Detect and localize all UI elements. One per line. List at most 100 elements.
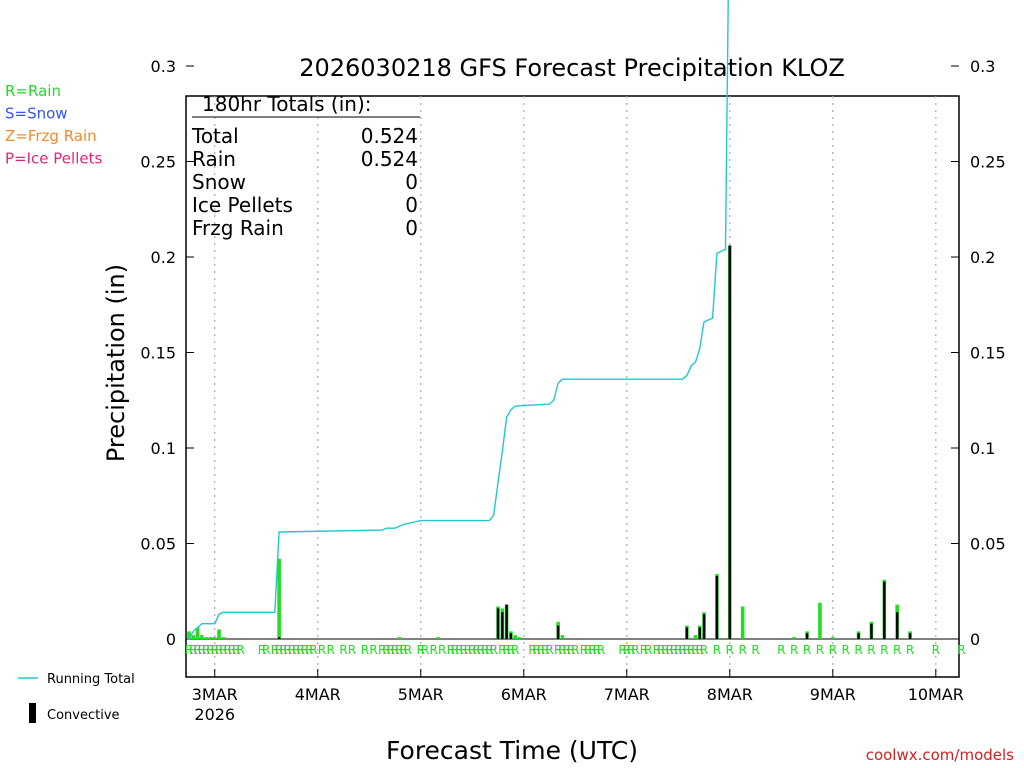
rain-marker: R xyxy=(451,643,459,657)
convective-legend-label: Convective xyxy=(47,708,120,723)
rain-marker: R xyxy=(485,643,493,657)
rain-marker: R xyxy=(842,643,850,657)
y-tick-label-left: 0.2 xyxy=(151,248,176,267)
rain-marker: R xyxy=(284,643,292,657)
running-total-line xyxy=(188,0,729,640)
rain-marker: R xyxy=(584,643,592,657)
precip-type-legend-item: S=Snow xyxy=(5,105,68,123)
rain-bars xyxy=(187,245,912,640)
rain-marker: R xyxy=(880,643,888,657)
totals-header: 180hr Totals (in): xyxy=(202,92,372,116)
totals-row-label: Snow xyxy=(192,170,246,194)
rain-bar xyxy=(693,635,698,639)
rain-marker: R xyxy=(653,643,661,657)
convective-bar xyxy=(509,633,513,639)
y-tick-label-left: 0.3 xyxy=(151,57,176,76)
rain-marker: R xyxy=(696,643,704,657)
rain-marker: R xyxy=(185,643,193,657)
rain-marker: R xyxy=(726,643,734,657)
convective-bar xyxy=(505,604,508,639)
convective-bar xyxy=(805,633,809,639)
y-tick-label-left: 0.1 xyxy=(151,439,176,458)
rain-marker: R xyxy=(790,643,798,657)
rain-bar xyxy=(204,637,208,639)
totals-row-value: 0 xyxy=(405,216,418,240)
rain-marker: R xyxy=(477,643,485,657)
convective-bar xyxy=(698,627,701,639)
rain-marker: R xyxy=(627,643,635,657)
rain-marker: R xyxy=(258,643,266,657)
rain-marker: R xyxy=(678,643,686,657)
x-tick-label: 8MAR xyxy=(707,685,753,704)
rain-marker: R xyxy=(490,643,498,657)
rain-marker: R xyxy=(502,643,510,657)
y-tick-label-right: 0 xyxy=(970,630,980,649)
rain-bar xyxy=(831,637,835,639)
rain-marker: R xyxy=(661,643,669,657)
convective-bar xyxy=(501,612,504,639)
rain-bar xyxy=(397,637,402,639)
rain-marker: R xyxy=(387,643,395,657)
rain-marker: R xyxy=(228,643,236,657)
rain-marker: R xyxy=(507,643,515,657)
rain-marker: R xyxy=(554,643,562,657)
convective-bar xyxy=(728,245,731,640)
rain-marker: R xyxy=(545,643,553,657)
rain-marker: R xyxy=(528,643,536,657)
rain-marker: R xyxy=(275,643,283,657)
rain-marker: R xyxy=(541,643,549,657)
precip-type-legend-item: Z=Frzg Rain xyxy=(5,127,97,145)
rain-marker: R xyxy=(674,643,682,657)
rain-bar xyxy=(195,627,200,639)
plot-frame xyxy=(185,95,960,678)
rain-marker: R xyxy=(382,643,390,657)
rain-bar xyxy=(277,558,281,639)
y-axis-left: 00.050.10.150.20.250.30.350.40.450.50.55 xyxy=(140,57,194,649)
y-tick-label-right: 0.05 xyxy=(970,535,1006,554)
rain-marker: R xyxy=(631,643,639,657)
y-tick-label-right: 0.15 xyxy=(970,344,1006,363)
precip-type-legend: R=Rain S=Snow Z=Frzg Rain P=Ice Pellets xyxy=(5,82,102,168)
rain-marker: R xyxy=(417,643,425,657)
rain-marker: R xyxy=(339,643,347,657)
totals-row-value: 0.524 xyxy=(361,147,418,171)
rain-marker: R xyxy=(906,643,914,657)
y-tick-label-left: 0 xyxy=(166,630,176,649)
rain-marker: R xyxy=(777,643,785,657)
series-legend: Running Total Convective xyxy=(18,672,135,723)
rain-bar xyxy=(221,637,226,639)
rain-bar xyxy=(191,635,196,639)
convective-swatch xyxy=(29,703,36,723)
y-tick-label-right: 0.25 xyxy=(970,153,1006,172)
totals-row-label: Rain xyxy=(192,147,236,171)
convective-bar xyxy=(870,623,873,639)
totals-row-value: 0 xyxy=(405,170,418,194)
convective-bar xyxy=(895,612,899,639)
rain-marker: R xyxy=(867,643,875,657)
rain-bar xyxy=(792,637,796,639)
y-tick-label-left: 0.25 xyxy=(140,153,176,172)
x-tick-label: 9MAR xyxy=(810,685,856,704)
y-tick-label-right: 0.2 xyxy=(970,248,995,267)
rain-marker: R xyxy=(932,643,940,657)
rain-marker: R xyxy=(301,643,309,657)
day-gridlines xyxy=(214,96,937,677)
rain-marker: R xyxy=(816,643,824,657)
rain-marker: R xyxy=(429,643,437,657)
rain-marker: R xyxy=(292,643,300,657)
rain-marker: R xyxy=(399,643,407,657)
rain-bar xyxy=(187,631,191,639)
rain-marker: R xyxy=(854,643,862,657)
x-tick-label: 3MAR xyxy=(192,685,238,704)
rain-marker: R xyxy=(348,643,356,657)
rain-marker: R xyxy=(326,643,334,657)
rain-marker: R xyxy=(803,643,811,657)
rain-marker: R xyxy=(211,643,219,657)
convective-bar xyxy=(883,581,886,639)
rain-marker: R xyxy=(640,643,648,657)
totals-box: 180hr Totals (in): Total 0.524 Rain 0.524 Sn… xyxy=(191,92,420,240)
convective-bar xyxy=(702,614,706,639)
convective-bar xyxy=(857,633,860,639)
rain-marker: R xyxy=(738,643,746,657)
